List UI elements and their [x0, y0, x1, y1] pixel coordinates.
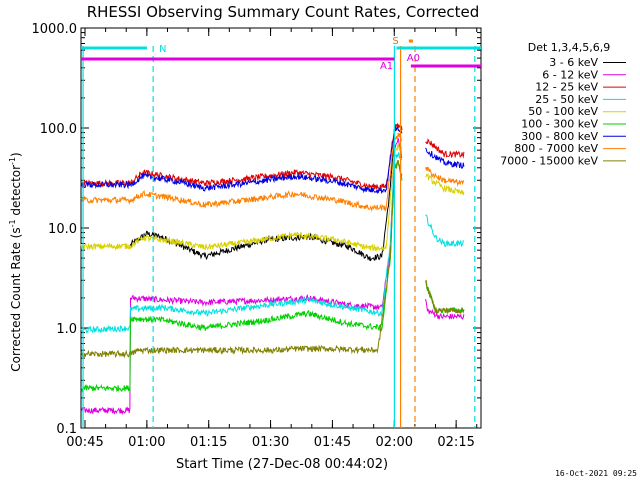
y-tick-label: 1000.0: [32, 22, 78, 37]
legend-label: 6 - 12 keV: [542, 68, 598, 81]
x-axis-label: Start Time (27-Dec-08 00:44:02): [176, 457, 388, 472]
annotation-label: A0: [407, 53, 420, 64]
state-bar-label: N: [159, 44, 166, 55]
legend-label: 12 - 25 keV: [535, 81, 598, 94]
y-label-exp1: -1: [8, 219, 17, 227]
y-tick-label: 1.0: [56, 322, 77, 337]
footer-date: 16-Oct-2021 09:25: [555, 469, 637, 478]
legend-label: 800 - 7000 keV: [514, 142, 598, 155]
series-line-2: [80, 123, 465, 190]
chart-title: RHESSI Observing Summary Count Rates, Co…: [87, 3, 480, 21]
legend-label: 300 - 800 keV: [521, 130, 598, 143]
series-line-7: [80, 132, 465, 213]
legend-title: Det 1,3,4,5,6,9: [528, 41, 611, 54]
y-axis-label: Corrected Count Rate (s-1 detector-1): [8, 152, 23, 371]
series-line-8: [80, 160, 465, 359]
series-line-1: [80, 138, 465, 416]
y-label-exp2: -1: [8, 157, 17, 165]
x-tick-label: 01:30: [252, 435, 289, 450]
annotation-label: S: [392, 36, 398, 47]
x-tick-label: 01:15: [190, 435, 227, 450]
y-label-end: ): [9, 152, 23, 157]
legend-label: 100 - 300 keV: [521, 118, 598, 131]
x-tick-label: 01:45: [314, 435, 351, 450]
x-axis-ticks: 00:45 01:00 01:15 01:30 01:45 02:00 02:15: [66, 28, 478, 450]
y-label-mid: detector: [9, 165, 23, 220]
y-tick-label: 0.1: [56, 422, 77, 437]
y-tick-label: 100.0: [40, 122, 77, 137]
x-tick-label: 00:45: [66, 435, 103, 450]
y-tick-label: 10.0: [48, 222, 77, 237]
axes-frame: [80, 27, 482, 429]
x-tick-label: 02:15: [437, 435, 474, 450]
overlay-layer: N S A1 A0: [81, 36, 481, 428]
plot-border: [80, 27, 482, 429]
series-line-6: [80, 126, 465, 195]
legend-label: 25 - 50 keV: [535, 93, 598, 106]
legend-label: 7000 - 15000 keV: [500, 154, 598, 167]
y-axis-ticks: 0.1 1.0 10.0 100.0 1000.0: [32, 22, 481, 437]
series-line-3: [80, 152, 465, 334]
series-layer: [80, 122, 465, 416]
x-tick-label: 01:00: [128, 435, 165, 450]
legend-label: 50 - 100 keV: [528, 105, 598, 118]
y-label-main: Corrected Count Rate (s: [9, 227, 23, 371]
legend-label: 3 - 6 keV: [549, 56, 598, 69]
x-tick-label: 02:00: [376, 435, 413, 450]
annotation-label: A1: [380, 61, 393, 72]
series-line-4: [80, 144, 465, 252]
